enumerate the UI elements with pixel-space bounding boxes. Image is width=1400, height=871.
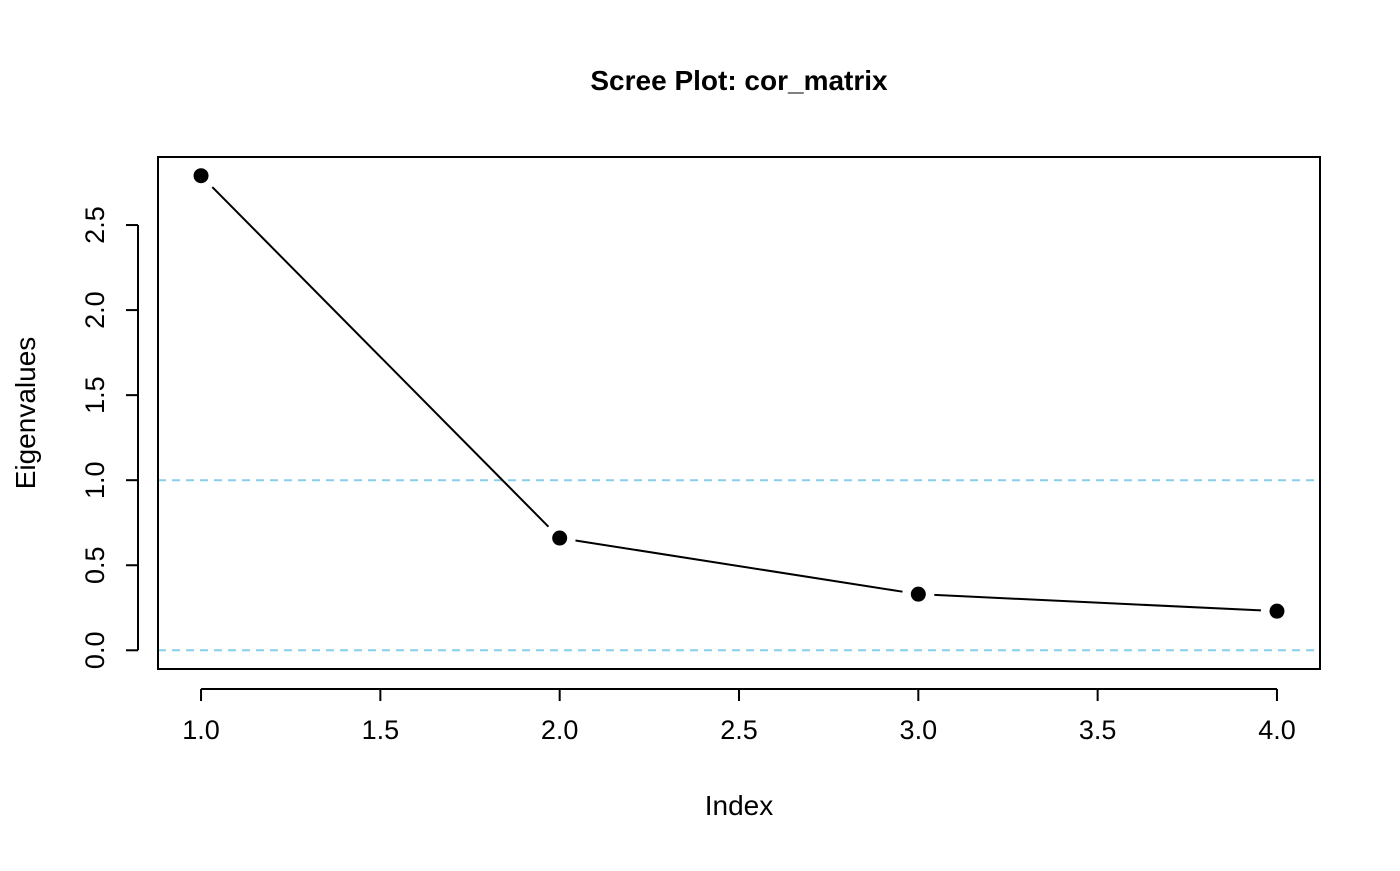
y-tick-label: 0.0 — [80, 632, 110, 670]
x-tick-label: 2.5 — [720, 715, 758, 745]
y-tick-label: 0.5 — [80, 546, 110, 584]
x-tick-label: 3.5 — [1079, 715, 1117, 745]
series-line-segment — [575, 539, 903, 593]
plot-area: 1.0 1.5 2.0 2.5 3.0 3.5 4.0 0.0 0.5 1.0 1.5 2.0 2.5 — [80, 156, 1321, 745]
data-point — [1269, 603, 1285, 619]
y-tick-label: 1.5 — [80, 376, 110, 414]
x-tick-label: 4.0 — [1258, 715, 1296, 745]
y-tick-label: 2.0 — [80, 291, 110, 329]
x-axis-label: Index — [705, 790, 774, 821]
data-point — [910, 586, 926, 602]
y-tick-label: 1.0 — [80, 461, 110, 499]
x-tick-label: 1.0 — [182, 715, 220, 745]
data-point — [552, 530, 568, 546]
series-line-segment — [934, 593, 1262, 612]
x-tick-label: 2.0 — [541, 715, 579, 745]
y-axis-label: Eigenvalues — [10, 337, 41, 490]
x-tick-label: 1.5 — [362, 715, 400, 745]
chart-title: Scree Plot: cor_matrix — [590, 65, 888, 96]
series-line-segment — [211, 186, 550, 528]
x-tick-label: 3.0 — [900, 715, 938, 745]
data-point — [193, 168, 209, 184]
plot-frame — [157, 156, 1321, 670]
y-tick-label: 2.5 — [80, 206, 110, 244]
